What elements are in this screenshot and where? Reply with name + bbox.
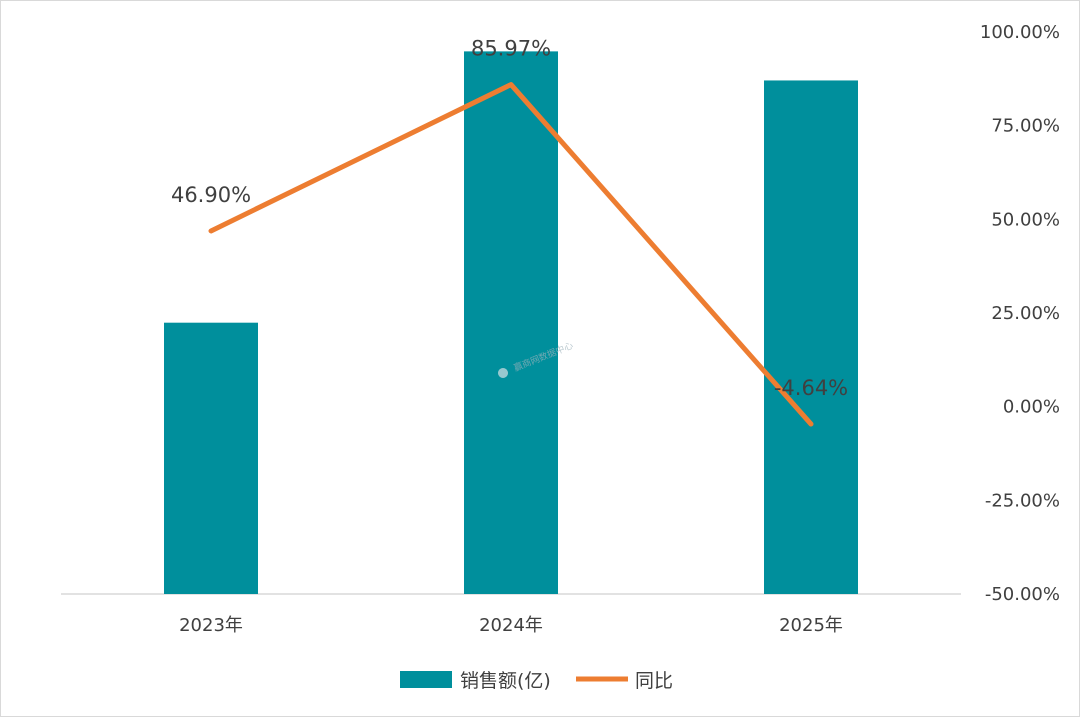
bar-2023年 — [164, 323, 258, 594]
bar-2024年 — [464, 51, 558, 594]
right-axis-tick-label: 75.00% — [991, 116, 1060, 137]
yoy-data-label: 46.90% — [171, 183, 251, 207]
bar-series — [164, 51, 858, 594]
legend-swatch-bar — [400, 671, 452, 688]
right-axis-tick-label: -25.00% — [985, 490, 1060, 511]
right-axis-tick-label: -50.00% — [985, 584, 1060, 605]
right-axis-ticks: 100.00% 75.00% 50.00% 25.00% 0.00% -25.00% -50… — [980, 22, 1060, 605]
right-axis-tick-label: 50.00% — [991, 209, 1060, 230]
x-axis-tick-label: 2024年 — [479, 615, 543, 636]
legend-label-yoy: 同比 — [635, 670, 673, 692]
x-axis-tick-label: 2023年 — [179, 615, 243, 636]
x-axis-ticks: 2023年 2024年 2025年 — [179, 615, 843, 636]
right-axis-tick-label: 100.00% — [980, 22, 1060, 43]
x-axis-tick-label: 2025年 — [779, 615, 843, 636]
right-axis-tick-label: 25.00% — [991, 303, 1060, 324]
bar-2025年 — [764, 80, 858, 594]
right-axis-tick-label: 0.00% — [1003, 397, 1060, 418]
legend: 销售额(亿) 同比 — [400, 670, 673, 692]
yoy-data-label: -4.64% — [774, 376, 848, 400]
legend-label-sales: 销售额(亿) — [460, 670, 551, 692]
yoy-data-label: 85.97% — [471, 37, 551, 61]
